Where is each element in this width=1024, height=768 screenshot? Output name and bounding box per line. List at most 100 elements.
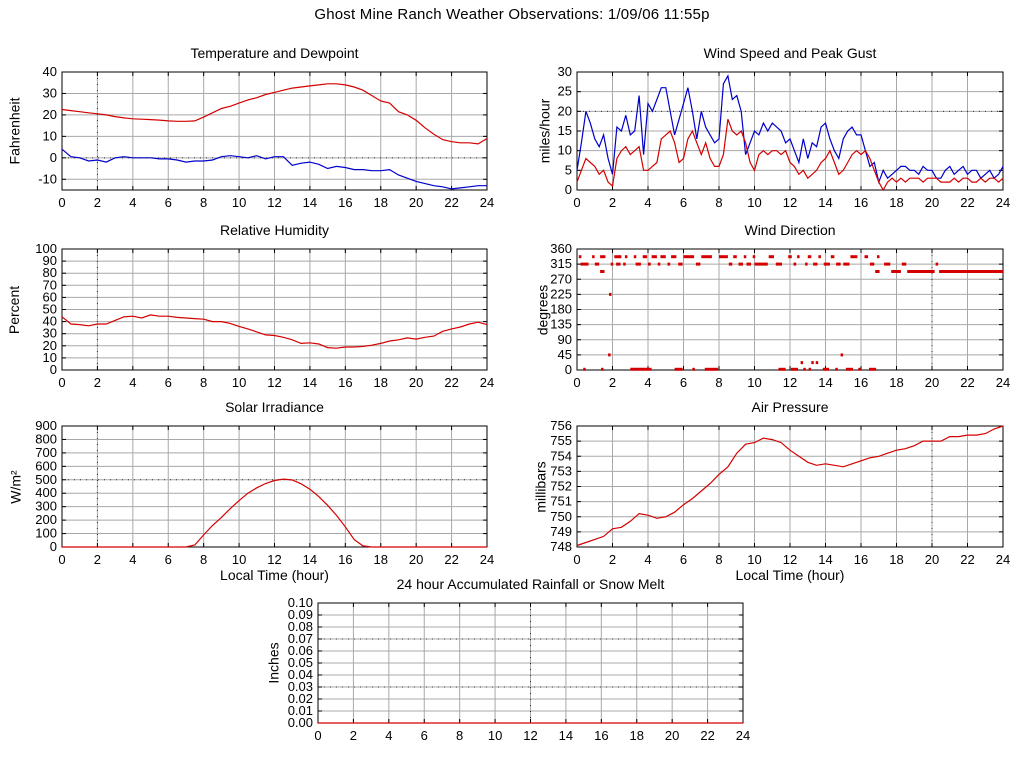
series-solar-irradiance [62,478,487,548]
series-wind-speed [576,118,1004,192]
svg-text:756: 756 [550,418,572,433]
svg-text:50: 50 [43,302,57,317]
svg-text:14: 14 [559,728,573,743]
svg-text:20: 20 [409,375,423,390]
svg-text:748: 748 [550,539,572,554]
svg-text:16: 16 [854,195,868,210]
svg-text:18: 18 [889,375,903,390]
svg-text:16: 16 [854,375,868,390]
svg-text:8: 8 [200,375,207,390]
svg-text:30: 30 [558,64,572,79]
svg-text:14: 14 [818,552,832,567]
gridlines [577,426,1003,547]
svg-text:60: 60 [43,289,57,304]
series-peak-gust [576,74,1004,185]
svg-text:20: 20 [925,375,939,390]
svg-text:22: 22 [960,375,974,390]
page-title: Ghost Mine Ranch Weather Observations: 1… [314,6,710,23]
svg-text:24: 24 [480,195,494,210]
svg-text:0.09: 0.09 [288,607,313,622]
svg-text:6: 6 [680,195,687,210]
svg-text:0: 0 [573,195,580,210]
svg-text:10: 10 [558,143,572,158]
tick-labels: 0 2 4 6 8 10 12 14 16 18 20 22 240.000.010.020.030.0… [288,595,751,743]
svg-text:18: 18 [374,552,388,567]
svg-text:0: 0 [58,375,65,390]
svg-text:180: 180 [550,302,572,317]
svg-text:14: 14 [818,195,832,210]
svg-text:30: 30 [43,85,57,100]
gridlines [62,72,487,190]
svg-text:4: 4 [644,552,651,567]
svg-text:0.00: 0.00 [288,715,313,730]
svg-text:0: 0 [314,728,321,743]
svg-text:0.02: 0.02 [288,691,313,706]
gridlines [577,249,1003,370]
svg-text:4: 4 [129,195,136,210]
svg-text:22: 22 [444,195,458,210]
svg-text:0: 0 [50,539,57,554]
svg-text:22: 22 [700,728,714,743]
svg-text:8: 8 [200,552,207,567]
svg-text:600: 600 [35,458,57,473]
svg-text:24: 24 [736,728,750,743]
svg-text:755: 755 [550,433,572,448]
svg-text:5: 5 [565,162,572,177]
plot-canvas: 0 2 4 6 8 10 12 14 16 18 20 22 240102030405060708090… [35,241,494,390]
svg-text:8: 8 [456,728,463,743]
svg-text:753: 753 [550,463,572,478]
axis-ticks [317,602,744,724]
svg-text:754: 754 [550,448,572,463]
svg-text:40: 40 [43,64,57,79]
series-relative-humidity [61,314,488,349]
svg-text:8: 8 [715,552,722,567]
svg-text:25: 25 [558,84,572,99]
x-axis-label: Local Time (hour) [220,567,329,583]
gridlines [577,72,1003,190]
svg-text:0.05: 0.05 [288,655,313,670]
svg-text:6: 6 [680,552,687,567]
svg-text:2: 2 [350,728,357,743]
svg-text:16: 16 [338,552,352,567]
svg-text:14: 14 [818,375,832,390]
chart-title: Air Pressure [751,399,829,415]
svg-text:12: 12 [783,195,797,210]
svg-text:2: 2 [609,195,616,210]
svg-text:0: 0 [50,150,57,165]
svg-text:6: 6 [165,552,172,567]
series-dewpoint [61,148,487,190]
svg-text:14: 14 [303,195,317,210]
svg-text:0: 0 [565,182,572,197]
svg-text:20: 20 [925,552,939,567]
svg-text:752: 752 [550,479,572,494]
svg-text:700: 700 [35,445,57,460]
svg-text:22: 22 [960,195,974,210]
svg-text:2: 2 [609,552,616,567]
svg-text:0.03: 0.03 [288,679,313,694]
series-air-pressure [576,425,1004,547]
svg-text:-10: -10 [38,171,57,186]
gridlines [318,603,743,723]
svg-text:10: 10 [43,128,57,143]
plot-canvas: 0 2 4 6 8 10 12 14 16 18 20 22 240100200300400500600… [35,418,494,567]
svg-text:0.04: 0.04 [288,667,313,682]
svg-text:18: 18 [374,195,388,210]
tick-labels: 0 2 4 6 8 10 12 14 16 18 20 22 240102030405060708090… [35,241,494,390]
svg-text:0.07: 0.07 [288,631,313,646]
svg-text:6: 6 [165,195,172,210]
svg-text:12: 12 [267,552,281,567]
axis-ticks [61,248,488,371]
svg-text:300: 300 [35,499,57,514]
axis-ticks [576,248,1004,371]
svg-text:80: 80 [43,265,57,280]
svg-text:20: 20 [43,338,57,353]
svg-text:16: 16 [338,195,352,210]
svg-text:8: 8 [715,195,722,210]
svg-text:0.01: 0.01 [288,703,313,718]
svg-text:6: 6 [421,728,428,743]
svg-text:270: 270 [550,271,572,286]
svg-text:24: 24 [480,552,494,567]
chart-title: Solar Irradiance [225,399,324,415]
gridlines [62,426,487,547]
